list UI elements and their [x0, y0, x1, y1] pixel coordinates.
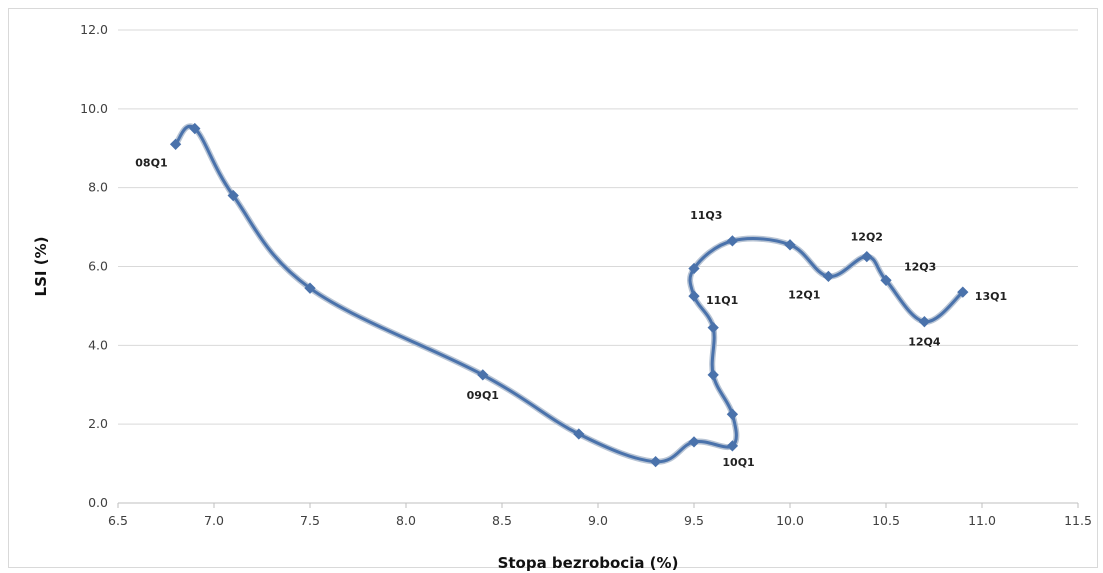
x-tick-label: 7.5	[300, 513, 320, 528]
point-label: 10Q1	[722, 456, 754, 469]
y-tick-label: 12.0	[80, 22, 108, 37]
y-tick-label: 8.0	[88, 180, 108, 195]
point-label: 12Q4	[908, 336, 941, 349]
data-point	[304, 282, 316, 294]
data-point	[227, 189, 239, 202]
series-line-path	[174, 124, 965, 464]
x-axis-ticks: 6.5 7.0 7.5 8.0 8.5 9.0 9.5 10.0 10.5 11.0 11.5	[108, 503, 1092, 528]
series-line-shadow	[172, 123, 966, 465]
data-point	[573, 428, 585, 440]
point-label: 12Q2	[851, 231, 883, 244]
x-tick-label: 10.0	[776, 513, 804, 528]
y-tick-label: 10.0	[80, 101, 108, 116]
x-tick-label: 9.5	[684, 513, 704, 528]
point-label: 11Q3	[690, 209, 722, 222]
point-label: 12Q3	[904, 260, 936, 273]
point-label: 13Q1	[975, 290, 1007, 303]
x-tick-label: 11.0	[968, 513, 996, 528]
data-point	[726, 408, 739, 420]
y-axis-title: LSI (%)	[32, 237, 50, 297]
point-label: 08Q1	[135, 156, 167, 169]
x-tick-label: 11.5	[1064, 513, 1092, 528]
y-axis-ticks: 0.0 2.0 4.0 6.0 8.0 10.0 12.0	[80, 22, 108, 510]
data-point	[861, 250, 873, 263]
data-point	[477, 369, 489, 381]
data-point	[688, 262, 700, 275]
y-tick-label: 4.0	[88, 337, 108, 352]
x-tick-label: 9.0	[588, 513, 608, 528]
data-point	[707, 321, 719, 334]
point-label: 09Q1	[467, 389, 499, 402]
point-labels: 08Q1 09Q1 10Q1 11Q1 11Q3 12Q1 12Q2 12Q3 12Q4 13Q1	[135, 156, 1007, 469]
data-point	[880, 274, 892, 286]
data-point	[169, 138, 182, 150]
y-tick-label: 0.0	[88, 495, 108, 510]
data-point	[649, 455, 662, 468]
y-tick-label: 2.0	[88, 416, 108, 431]
x-tick-label: 10.5	[872, 513, 900, 528]
x-tick-label: 7.0	[204, 513, 224, 528]
point-label: 11Q1	[706, 294, 738, 307]
chart-frame	[8, 8, 1098, 568]
x-axis-title: Stopa bezrobocia (%)	[498, 554, 679, 572]
data-point	[189, 122, 201, 135]
data-point	[726, 440, 739, 452]
data-point	[726, 235, 739, 247]
x-tick-label: 8.5	[492, 513, 512, 528]
data-point	[822, 270, 835, 283]
data-point	[784, 239, 796, 251]
point-label: 12Q1	[788, 288, 820, 301]
data-point	[688, 436, 700, 448]
x-tick-label: 8.0	[396, 513, 416, 528]
data-point	[957, 286, 969, 298]
series-line	[172, 123, 966, 465]
y-tick-label: 6.0	[88, 259, 108, 274]
x-tick-label: 6.5	[108, 513, 128, 528]
series-points	[169, 122, 969, 468]
data-point	[918, 316, 931, 328]
data-point	[688, 290, 700, 302]
data-point	[707, 369, 719, 381]
gridlines	[118, 29, 1078, 504]
